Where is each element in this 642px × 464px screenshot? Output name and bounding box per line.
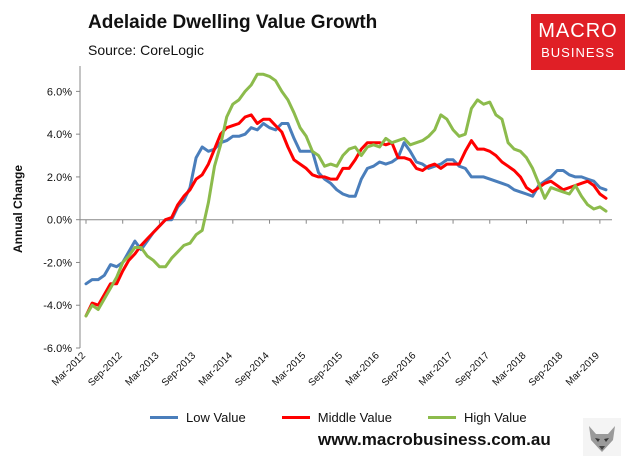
logo-line-1: MACRO bbox=[538, 20, 618, 42]
legend-label-low: Low Value bbox=[186, 410, 246, 425]
chart-legend: Low Value Middle Value High Value bbox=[150, 410, 527, 425]
y-tick-label: -6.0% bbox=[43, 343, 72, 355]
legend-label-middle: Middle Value bbox=[317, 410, 392, 425]
x-tick-label: Mar-2019 bbox=[564, 350, 602, 388]
x-tick-label: Mar-2016 bbox=[344, 350, 382, 388]
x-tick-label: Mar-2015 bbox=[270, 350, 308, 388]
legend-item-low: Low Value bbox=[150, 410, 246, 425]
x-tick-label: Mar-2014 bbox=[197, 350, 235, 388]
legend-item-middle: Middle Value bbox=[281, 410, 392, 425]
x-tick-label: Sep-2015 bbox=[307, 350, 346, 389]
x-tick-label: Sep-2013 bbox=[160, 350, 199, 389]
series-line-middle-value bbox=[84, 113, 608, 318]
x-tick-label: Sep-2017 bbox=[453, 350, 492, 389]
x-tick-label: Mar-2017 bbox=[417, 350, 455, 388]
wolf-logo-icon bbox=[583, 418, 621, 456]
series-line-high-value bbox=[84, 72, 608, 318]
x-tick-label: Sep-2018 bbox=[527, 350, 566, 389]
y-tick-label: 0.0% bbox=[47, 215, 72, 227]
y-tick-label: 6.0% bbox=[47, 86, 72, 98]
y-tick-label: -4.0% bbox=[43, 300, 72, 312]
x-tick-label: Mar-2013 bbox=[123, 350, 161, 388]
legend-swatch-middle bbox=[281, 416, 310, 419]
macrobusiness-logo: MACRO BUSINESS bbox=[531, 14, 625, 70]
y-tick-label: -2.0% bbox=[43, 257, 72, 269]
chart-title: Adelaide Dwelling Value Growth bbox=[88, 12, 378, 33]
x-tick-label: Sep-2012 bbox=[86, 350, 125, 389]
logo-line-2: BUSINESS bbox=[541, 45, 615, 60]
legend-swatch-low bbox=[150, 416, 178, 419]
x-tick-label: Mar-2012 bbox=[50, 350, 88, 388]
y-axis-title: Annual Change bbox=[11, 165, 25, 253]
y-tick-label: 4.0% bbox=[47, 129, 72, 141]
x-tick-label: Sep-2016 bbox=[380, 350, 419, 389]
series-line-low-value bbox=[84, 122, 608, 286]
x-tick-label: Mar-2018 bbox=[491, 350, 529, 388]
website-url: www.macrobusiness.com.au bbox=[318, 430, 551, 449]
x-tick-label: Sep-2014 bbox=[233, 350, 272, 389]
y-tick-label: 2.0% bbox=[47, 172, 72, 184]
legend-swatch-high bbox=[427, 416, 456, 419]
chart-source: Source: CoreLogic bbox=[88, 42, 204, 58]
legend-item-high: High Value bbox=[427, 410, 527, 425]
legend-label-high: High Value bbox=[463, 410, 527, 425]
